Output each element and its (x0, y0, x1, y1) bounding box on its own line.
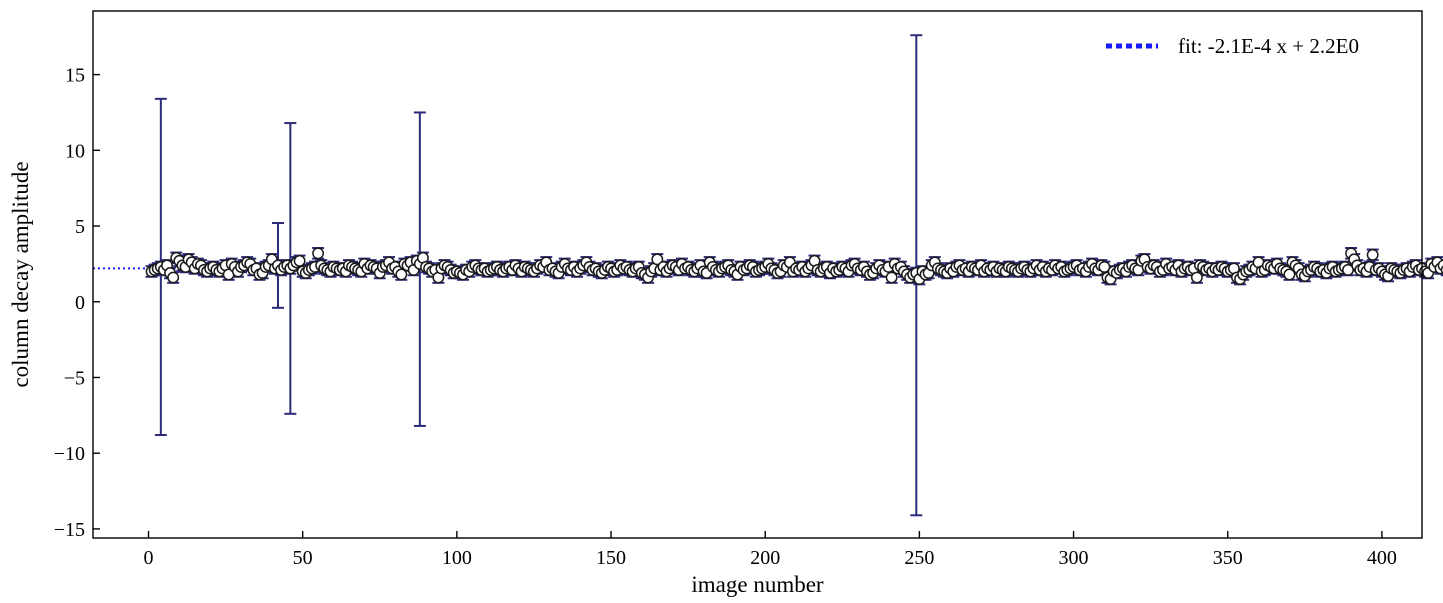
legend-fit-label: fit: -2.1E-4 x + 2.2E0 (1178, 34, 1359, 58)
y-tick-label: 0 (75, 292, 85, 314)
data-point (167, 271, 180, 284)
x-tick-label: 400 (1367, 547, 1397, 569)
x-tick-label: 0 (144, 547, 154, 569)
legend: fit: -2.1E-4 x + 2.2E0 (1106, 34, 1359, 58)
y-tick-label: 15 (65, 65, 85, 87)
y-axis-label: column decay amplitude (8, 161, 33, 387)
data-point (1098, 260, 1111, 273)
x-tick-label: 350 (1213, 547, 1243, 569)
x-tick-label: 200 (750, 547, 780, 569)
x-tick-label: 150 (596, 547, 626, 569)
y-tick-label: 5 (75, 216, 85, 238)
axis-ticks: 0 50 100 150 200 250 300 350 400 −15 −10 −5 0 5 10 15 (54, 65, 1397, 569)
data-point (1366, 248, 1379, 261)
x-tick-label: 100 (442, 547, 472, 569)
data-point (293, 254, 306, 267)
x-axis-label: image number (691, 572, 824, 597)
plot-marks (92, 34, 1443, 517)
data-point (651, 253, 664, 266)
x-tick-label: 250 (904, 547, 934, 569)
data-point (395, 268, 408, 281)
data-point (885, 271, 898, 284)
data-point (1283, 268, 1296, 281)
y-tick-label: 10 (65, 140, 85, 162)
y-tick-label: −10 (54, 443, 85, 465)
data-point (1190, 271, 1203, 284)
data-point (312, 247, 325, 260)
y-tick-label: −5 (64, 367, 85, 389)
plot-frame (92, 10, 1423, 539)
x-tick-label: 50 (293, 547, 313, 569)
data-point (1342, 264, 1354, 276)
x-tick-label: 300 (1059, 547, 1089, 569)
y-tick-label: −15 (54, 519, 85, 541)
